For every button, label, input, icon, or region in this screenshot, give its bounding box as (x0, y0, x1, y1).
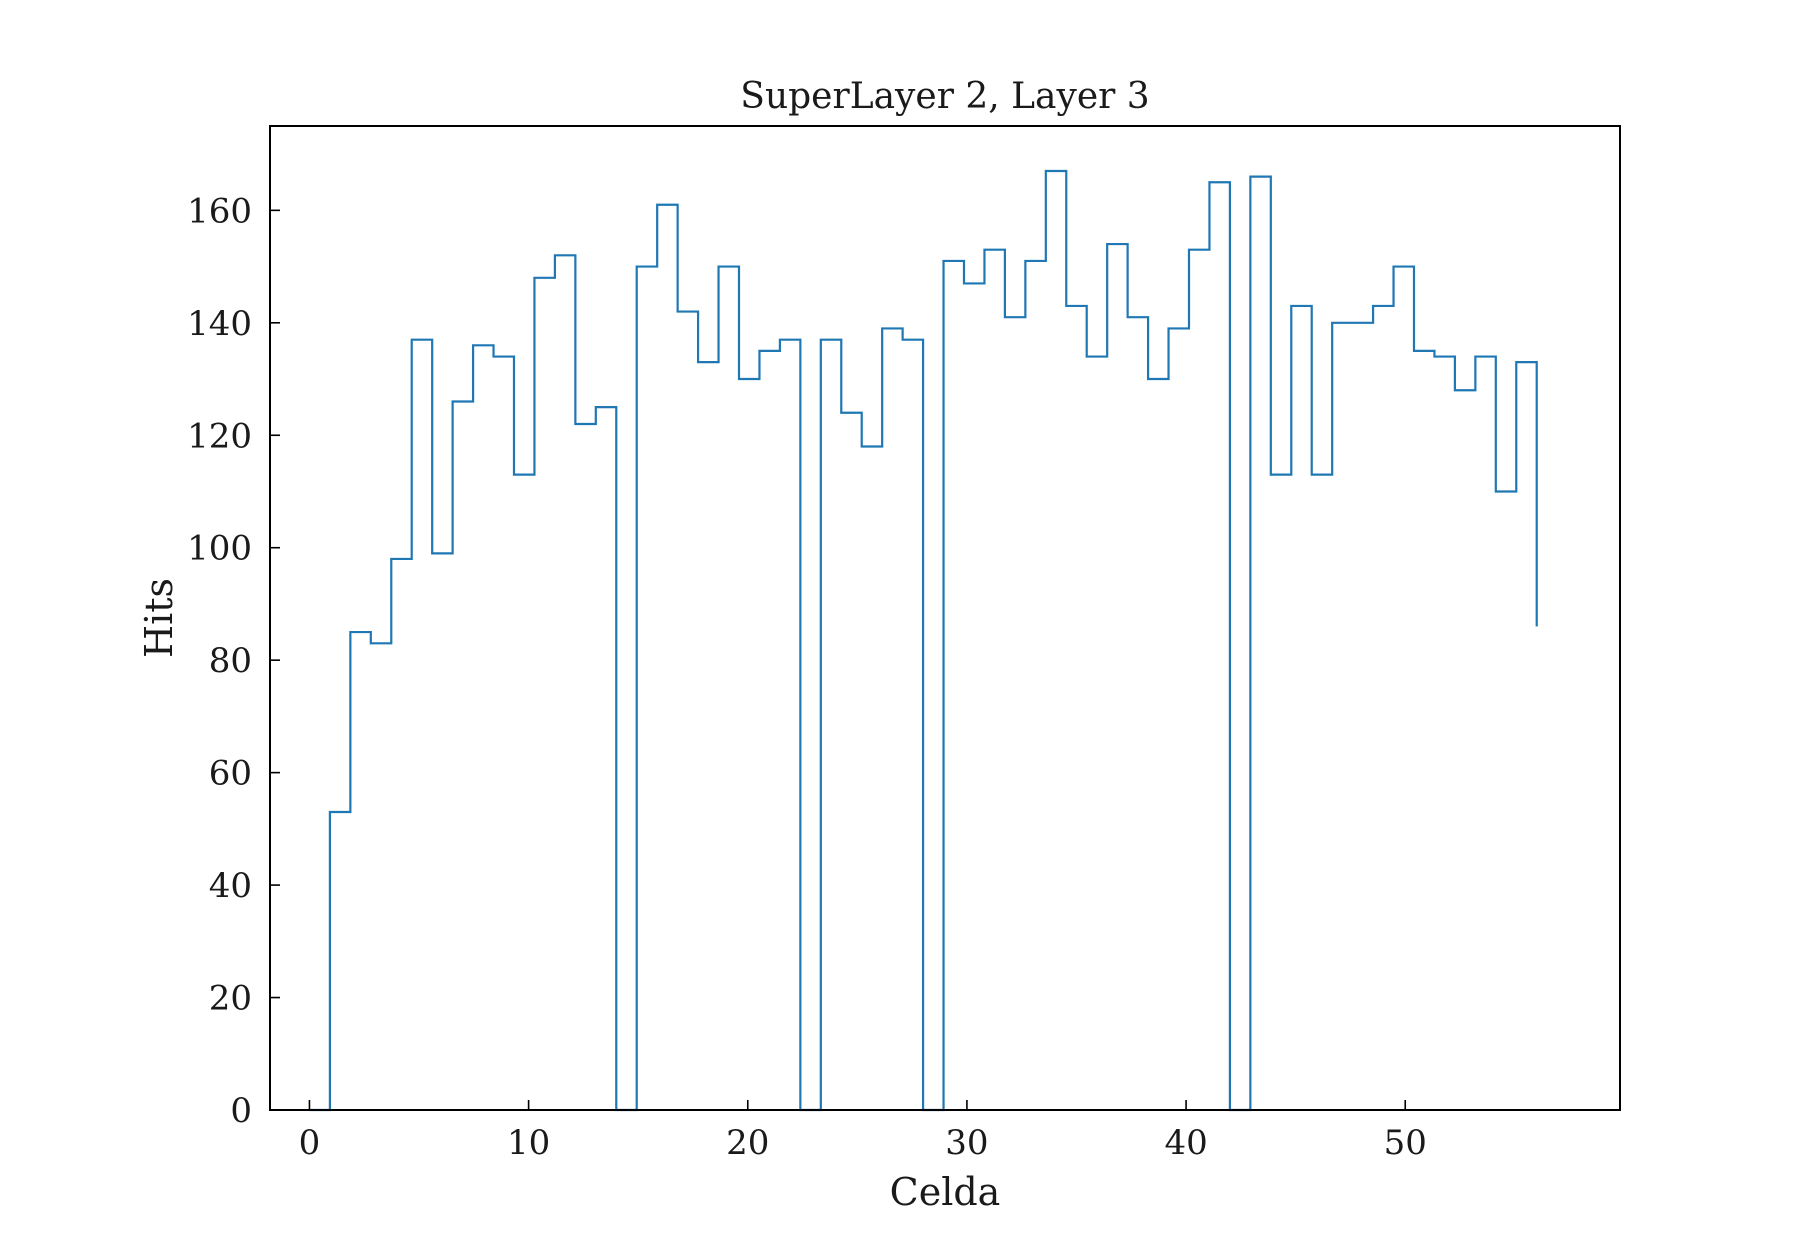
y-tick-label: 120 (187, 416, 252, 456)
x-tick-label: 30 (945, 1123, 988, 1163)
y-tick-label: 40 (209, 866, 252, 906)
y-tick-label: 20 (209, 979, 252, 1019)
y-axis-label: Hits (137, 578, 181, 658)
plot-frame (269, 125, 1621, 1111)
y-axis: 0 20 40 60 80 100 120 140 160 (187, 191, 280, 1131)
x-tick-label: 0 (299, 1123, 321, 1163)
x-tick-label: 20 (726, 1123, 769, 1163)
y-tick-label: 100 (187, 529, 252, 569)
y-tick-label: 160 (187, 191, 252, 231)
x-tick-label: 40 (1164, 1123, 1207, 1163)
plot-area (309, 169, 1538, 1112)
y-tick-label: 140 (187, 304, 252, 344)
y-tick-label: 60 (209, 754, 252, 794)
y-tick-label: 80 (209, 641, 252, 681)
histogram-step-line (309, 169, 1538, 1112)
x-axis: 0 10 20 30 40 50 (299, 1100, 1427, 1163)
x-axis-label: Celda (890, 1170, 1001, 1214)
x-tick-label: 50 (1384, 1123, 1427, 1163)
x-tick-label: 10 (507, 1123, 550, 1163)
chart-title: SuperLayer 2, Layer 3 (740, 76, 1149, 117)
y-tick-label: 0 (230, 1091, 252, 1131)
